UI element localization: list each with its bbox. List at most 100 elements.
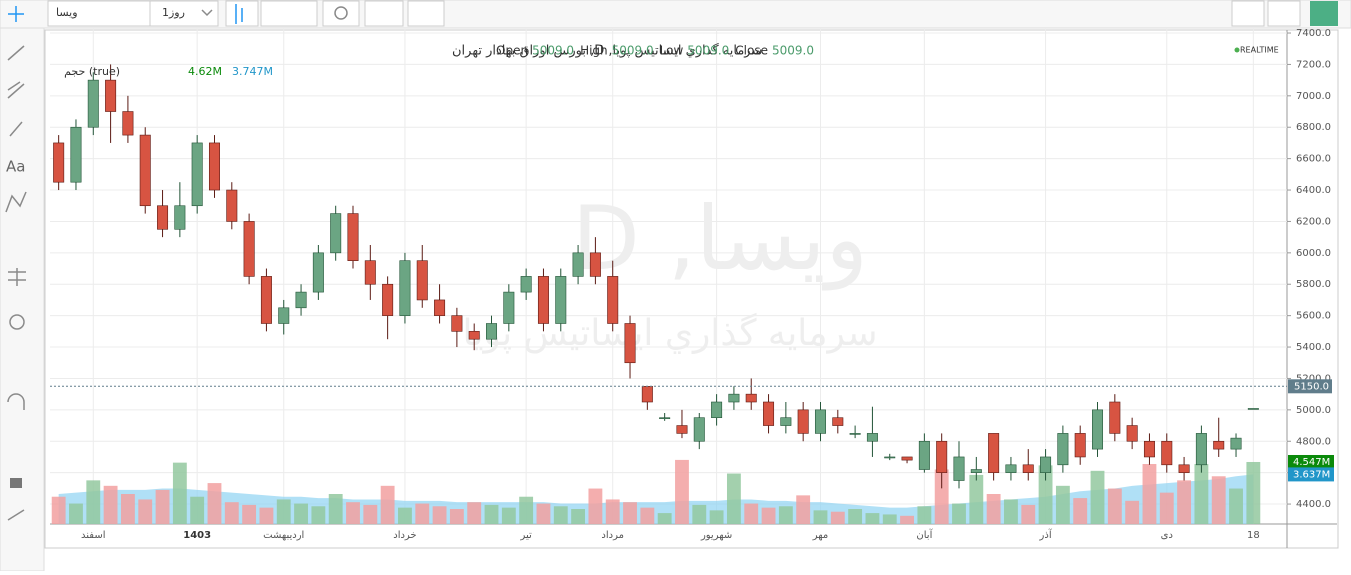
- measure-tool[interactable]: [8, 268, 26, 286]
- volume-bar: [848, 509, 863, 524]
- volume-bar: [830, 511, 845, 524]
- volume-bar: [224, 502, 239, 524]
- volume-bar: [692, 504, 707, 524]
- volume-tag-bg: [1288, 454, 1334, 469]
- x-tick-label: خرداد: [393, 530, 416, 541]
- candle-body: [814, 409, 826, 434]
- x-tick-label: آبان: [916, 528, 933, 541]
- candle-body: [295, 291, 307, 309]
- volume-bar: [1038, 465, 1053, 524]
- hide-tool[interactable]: [7, 509, 25, 521]
- candle-body: [208, 142, 220, 191]
- volume-bar: [259, 507, 274, 524]
- candle-body: [1074, 433, 1086, 458]
- fib-tool[interactable]: [7, 81, 25, 99]
- legend-label: Close: [735, 44, 768, 58]
- price-tag: 5150.0: [1294, 381, 1329, 392]
- candle-body: [1230, 437, 1242, 450]
- candle-body: [780, 417, 792, 426]
- symbol: ويسا: [56, 6, 78, 19]
- volume-bar: [675, 459, 689, 524]
- volume-bar: [865, 513, 880, 524]
- x-tick-label: 18: [1247, 530, 1260, 541]
- scale-btn[interactable]: [407, 0, 445, 27]
- candle-body: [139, 134, 151, 207]
- interval-box[interactable]: [149, 0, 219, 27]
- compare-btn[interactable]: [364, 0, 404, 27]
- volume-bar: [1055, 485, 1070, 524]
- candle-body: [537, 276, 549, 324]
- candle-body: [191, 142, 203, 207]
- magnet-tool[interactable]: [7, 393, 25, 410]
- y-tick-label: 7200.0: [1296, 59, 1331, 70]
- candle-body: [278, 307, 290, 324]
- volume-bar: [155, 489, 170, 524]
- cursor-tool[interactable]: [8, 6, 24, 22]
- dropdown-arrow: [201, 9, 213, 17]
- chart-frame: [44, 29, 1339, 549]
- y-tick-label: 5400.0: [1296, 342, 1331, 353]
- volume-bar: [744, 503, 759, 524]
- y-tick-label: 4400.0: [1296, 499, 1331, 510]
- volume-bar: [657, 513, 672, 524]
- candle-body: [936, 440, 948, 473]
- candle-body: [451, 315, 463, 332]
- symbol-box[interactable]: [47, 0, 151, 27]
- volume-bar: [294, 503, 308, 524]
- volume-bar: [588, 488, 603, 524]
- volume-bar: [207, 483, 222, 524]
- volume-bar: [726, 473, 741, 524]
- indicators-btn[interactable]: [260, 0, 318, 27]
- y-tick-label: 7000.0: [1296, 91, 1331, 102]
- volume-bar: [536, 503, 551, 524]
- volume-bar: [242, 504, 257, 524]
- volume-bar: [1021, 504, 1036, 524]
- icon: [334, 6, 348, 20]
- candle-body: [693, 417, 705, 442]
- top-toolbar: ويسا 1روز: [0, 0, 1351, 29]
- candle-body: [468, 331, 480, 340]
- candle-body: [122, 111, 134, 136]
- volume-bar: [900, 515, 914, 524]
- candle-body: [624, 323, 636, 364]
- settings-btn[interactable]: [322, 0, 360, 27]
- legend-value: 5009.0: [612, 44, 654, 58]
- x-tick-label: 1403: [183, 530, 211, 541]
- lock-tool[interactable]: [10, 478, 22, 488]
- y-tick-label: 5800.0: [1296, 279, 1331, 290]
- text-tool-icon[interactable]: Aa: [6, 158, 25, 176]
- volume-bar: [1211, 476, 1226, 524]
- brush-tool[interactable]: [9, 121, 23, 137]
- volume-bar: [605, 499, 620, 524]
- volume-bar: [398, 507, 412, 524]
- volume-bar: [484, 504, 499, 524]
- left-toolbar-bg: [0, 27, 45, 572]
- candle-body: [105, 79, 117, 112]
- x-tick-label: دی: [1161, 530, 1173, 541]
- redo-btn[interactable]: [1267, 0, 1301, 27]
- candle-body: [1126, 425, 1138, 442]
- candle-body: [832, 417, 844, 426]
- volume-bar: [1125, 500, 1140, 524]
- realtime: REALTIME: [1240, 46, 1279, 55]
- candle-body: [711, 401, 723, 419]
- realtime-dot: [1234, 47, 1240, 53]
- volume-bar: [1229, 488, 1243, 524]
- volume-bar: [1246, 461, 1261, 524]
- candle-body: [70, 126, 82, 183]
- candle-body: [676, 425, 688, 434]
- zoom-tool[interactable]: [9, 314, 25, 330]
- candle-body: [728, 393, 740, 403]
- candle-body: [87, 79, 99, 128]
- snapshot-btn[interactable]: [1310, 1, 1338, 26]
- x-tick-label: اسفند: [81, 530, 105, 541]
- candle-body: [1057, 433, 1069, 466]
- undo-btn[interactable]: [1231, 0, 1265, 27]
- volume-bar: [69, 503, 83, 524]
- volume-bar: [346, 502, 360, 524]
- line-tool[interactable]: [7, 45, 25, 61]
- candle-body: [226, 189, 238, 222]
- candles: [53, 64, 1259, 489]
- pattern-tool[interactable]: [5, 191, 27, 213]
- volume-tag: 3.637M: [1293, 469, 1330, 480]
